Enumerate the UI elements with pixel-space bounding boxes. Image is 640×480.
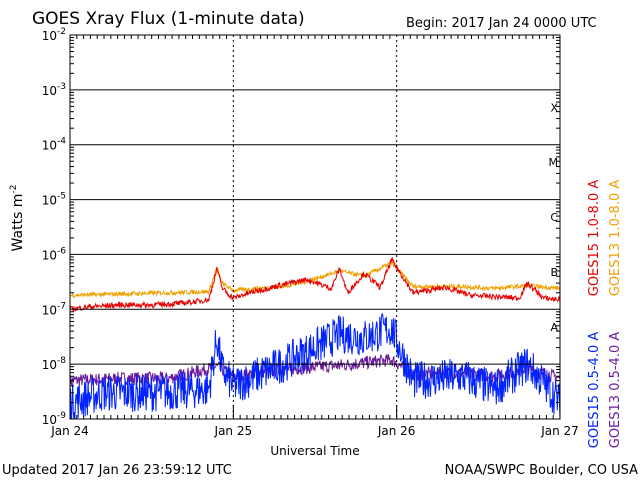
y-axis-label: Watts m-2 (9, 185, 26, 252)
y-tick-label: 10-2 (42, 27, 66, 43)
y-tick-label: 10-5 (42, 192, 66, 208)
flare-class-label: A (550, 321, 558, 334)
flare-class-label: C (550, 211, 558, 224)
flare-class-label: M (549, 156, 559, 169)
y-tick-label: 10-3 (42, 82, 66, 98)
y-tick-label: 10-8 (42, 356, 67, 372)
y-tick-label: 10-7 (42, 301, 66, 317)
x-tick-label: Jan 26 (377, 424, 416, 438)
y-tick-label: 10-9 (42, 411, 67, 427)
x-tick-label: Jan 27 (540, 424, 579, 438)
legend-label: GOES15 0.5-4.0 A (587, 332, 602, 449)
x-tick-label: Jan 25 (214, 424, 253, 438)
legend-label: GOES13 1.0-8.0 A (608, 180, 623, 297)
legend-label: GOES13 0.5-4.0 A (608, 332, 623, 449)
begin-label: Begin: 2017 Jan 24 0000 UTC (406, 16, 597, 31)
updated-label: Updated 2017 Jan 26 23:59:12 UTC (2, 463, 232, 478)
series-line (70, 313, 560, 419)
x-axis-label: Universal Time (270, 444, 359, 458)
legend-label: GOES15 1.0-8.0 A (587, 180, 602, 297)
credit-label: NOAA/SWPC Boulder, CO USA (445, 463, 638, 478)
flare-class-label: X (550, 101, 558, 114)
legend-entry: GOES15 1.0-8.0 A (587, 180, 602, 297)
flare-class-label: B (550, 266, 558, 279)
x-tick-label: Jan 24 (50, 424, 89, 438)
series-line (70, 260, 560, 299)
legend-entry: GOES13 1.0-8.0 A (608, 180, 623, 297)
plot-frame (69, 34, 561, 420)
legend-entry: GOES13 0.5-4.0 A (608, 332, 623, 449)
y-tick-label: 10-6 (42, 246, 67, 262)
series-line (70, 256, 560, 312)
chart-title: GOES Xray Flux (1-minute data) (32, 9, 305, 29)
legend-entry: GOES15 0.5-4.0 A (587, 332, 602, 449)
y-tick-label: 10-4 (42, 137, 67, 153)
svg-text:Watts m-2: Watts m-2 (9, 185, 26, 252)
